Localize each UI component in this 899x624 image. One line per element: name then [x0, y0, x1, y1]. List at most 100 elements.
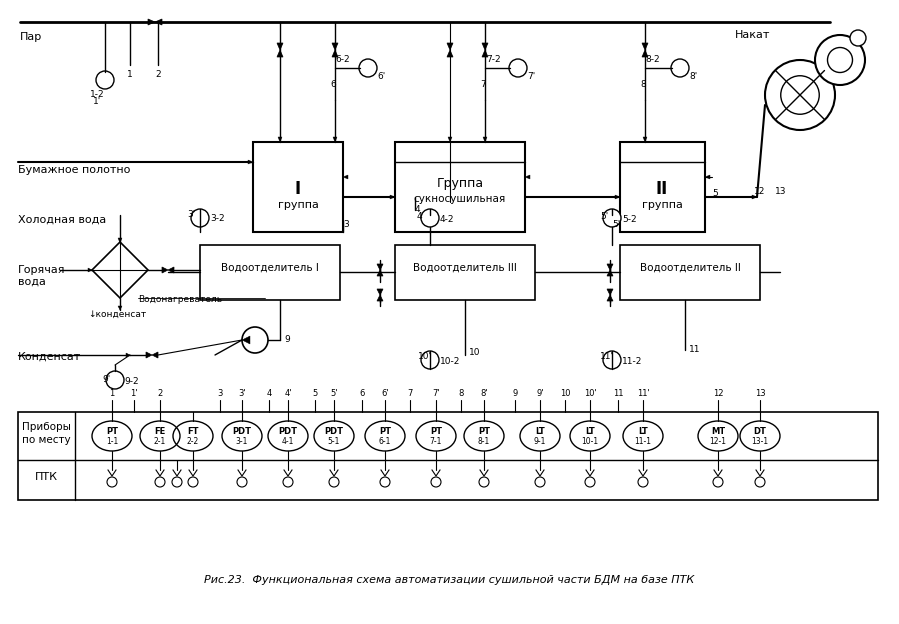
Polygon shape [607, 270, 613, 276]
Text: 3': 3' [187, 210, 195, 219]
Text: 10': 10' [418, 352, 432, 361]
Polygon shape [447, 50, 453, 57]
Text: Конденсат: Конденсат [18, 352, 81, 362]
Text: 5': 5' [612, 220, 620, 229]
Text: 7': 7' [432, 389, 440, 398]
Text: 10: 10 [469, 348, 480, 357]
Polygon shape [483, 137, 487, 142]
Polygon shape [332, 43, 338, 50]
Polygon shape [277, 43, 283, 50]
Circle shape [283, 477, 293, 487]
Text: 12: 12 [754, 187, 765, 196]
Circle shape [603, 351, 621, 369]
Circle shape [380, 477, 390, 487]
Text: ↓конденсат: ↓конденсат [88, 310, 147, 319]
Text: 8: 8 [458, 389, 464, 398]
Text: FE: FE [155, 427, 165, 437]
Polygon shape [332, 50, 338, 57]
Polygon shape [447, 43, 453, 50]
Text: 10': 10' [583, 389, 596, 398]
Polygon shape [118, 306, 122, 310]
Text: Водоотделитель II: Водоотделитель II [639, 263, 741, 273]
Polygon shape [118, 238, 122, 243]
Text: 7: 7 [480, 80, 485, 89]
Polygon shape [168, 267, 174, 273]
Polygon shape [162, 267, 168, 273]
Polygon shape [642, 50, 648, 57]
Circle shape [106, 371, 124, 389]
Text: 8: 8 [640, 80, 645, 89]
Circle shape [585, 477, 595, 487]
Text: 6: 6 [330, 80, 335, 89]
Text: PT: PT [478, 427, 490, 437]
Text: 7-1: 7-1 [430, 437, 442, 447]
Polygon shape [642, 43, 648, 50]
Text: PT: PT [430, 427, 442, 437]
Text: 1': 1' [93, 97, 102, 106]
Text: I: I [295, 180, 301, 198]
Polygon shape [155, 19, 162, 25]
Text: 1: 1 [110, 389, 115, 398]
Text: PT: PT [379, 427, 391, 437]
Text: 13: 13 [775, 187, 787, 196]
Polygon shape [482, 43, 488, 50]
Polygon shape [377, 270, 383, 276]
Text: 11-1: 11-1 [635, 437, 652, 447]
Polygon shape [377, 289, 383, 295]
Bar [395, 142, 525, 232]
Circle shape [359, 59, 377, 77]
Circle shape [765, 60, 835, 130]
Circle shape [638, 477, 648, 487]
Text: 9-1: 9-1 [534, 437, 547, 447]
Polygon shape [448, 137, 452, 142]
Text: 5: 5 [712, 189, 717, 198]
Circle shape [827, 47, 852, 72]
Bar [253, 142, 343, 232]
Polygon shape [643, 137, 647, 142]
Text: PDT: PDT [325, 427, 343, 437]
Circle shape [780, 76, 819, 114]
Text: 13: 13 [754, 389, 765, 398]
Text: II: II [656, 180, 668, 198]
Text: 6: 6 [360, 389, 365, 398]
Circle shape [107, 477, 117, 487]
Text: 8-2: 8-2 [645, 55, 660, 64]
Text: Холодная вода: Холодная вода [18, 215, 106, 225]
Text: 12-1: 12-1 [709, 437, 726, 447]
Text: группа: группа [642, 200, 682, 210]
Text: 2-2: 2-2 [187, 437, 199, 447]
Circle shape [191, 209, 209, 227]
Polygon shape [277, 50, 283, 57]
Text: 8': 8' [480, 389, 488, 398]
Text: вода: вода [18, 277, 46, 287]
Text: PDT: PDT [233, 427, 252, 437]
Text: 10-1: 10-1 [582, 437, 599, 447]
Polygon shape [752, 195, 757, 199]
Text: 1: 1 [127, 70, 133, 79]
Text: DT: DT [753, 427, 767, 437]
Polygon shape [148, 19, 155, 25]
Text: 4-1: 4-1 [281, 437, 294, 447]
Text: 5': 5' [600, 212, 609, 221]
Text: 6': 6' [377, 72, 386, 81]
Text: 2-1: 2-1 [154, 437, 166, 447]
Circle shape [815, 35, 865, 85]
Text: 2: 2 [155, 70, 161, 79]
Text: LT: LT [638, 427, 648, 437]
Polygon shape [390, 195, 395, 199]
Circle shape [431, 477, 441, 487]
Text: LT: LT [535, 427, 545, 437]
Text: 4: 4 [266, 389, 271, 398]
Text: 6-2: 6-2 [335, 55, 350, 64]
Circle shape [850, 30, 866, 46]
Circle shape [603, 209, 621, 227]
Circle shape [242, 327, 268, 353]
Text: 4: 4 [417, 212, 423, 221]
Text: 9': 9' [536, 389, 544, 398]
Polygon shape [88, 268, 92, 272]
Bar [620, 142, 705, 232]
Text: 9: 9 [512, 389, 518, 398]
Bar [620, 245, 760, 300]
Polygon shape [607, 289, 613, 295]
Circle shape [172, 477, 182, 487]
